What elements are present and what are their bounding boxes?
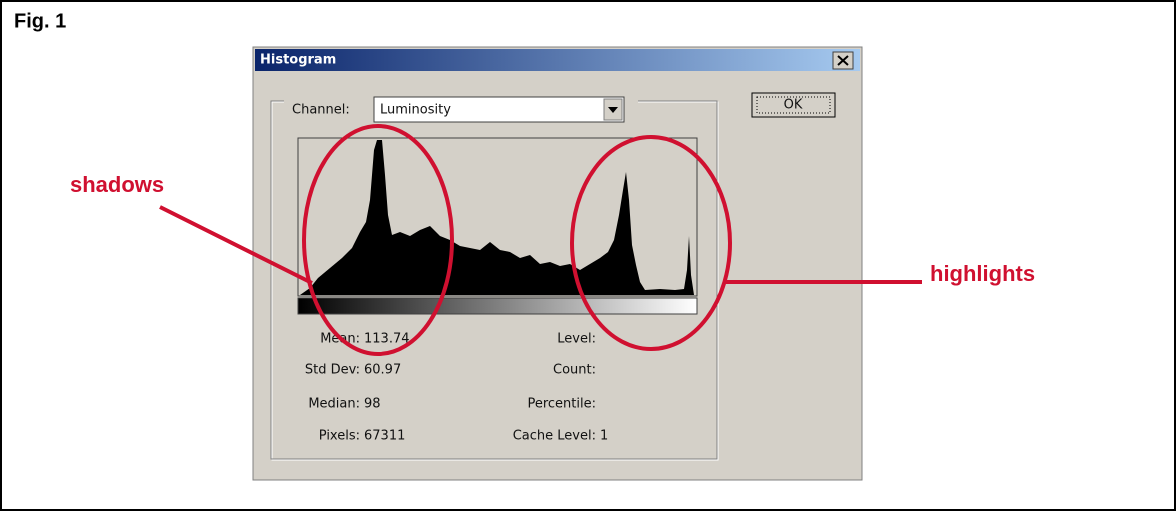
stat-value: 113.74 <box>364 332 410 347</box>
stat-label: Count: <box>553 363 596 378</box>
stat-value: 60.97 <box>364 363 401 378</box>
ok-button[interactable]: OK <box>752 93 835 117</box>
stat-label: Level: <box>557 332 596 347</box>
stat-label: Pixels: <box>319 429 360 444</box>
title-bar <box>255 49 860 71</box>
highlights-label: highlights <box>930 261 1035 286</box>
ok-label: OK <box>784 98 803 113</box>
close-button[interactable] <box>833 52 853 69</box>
shadows-label: shadows <box>70 172 164 197</box>
channel-value: Luminosity <box>380 103 451 118</box>
dialog-title: Histogram <box>260 53 336 68</box>
stat-label: Cache Level: <box>513 429 596 444</box>
channel-dropdown[interactable]: Luminosity <box>374 97 624 122</box>
stat-value: 67311 <box>364 429 405 444</box>
histogram-dialog: Histogram Channel: Luminosity OK <box>253 47 862 480</box>
stat-label: Percentile: <box>527 397 596 412</box>
figure-label: Fig. 1 <box>14 10 66 32</box>
stat-label: Std Dev: <box>305 363 360 378</box>
channel-label: Channel: <box>292 103 350 118</box>
stat-value: 98 <box>364 397 381 412</box>
stat-value: 1 <box>600 429 608 444</box>
stat-label: Median: <box>308 397 360 412</box>
gradient-bar <box>298 298 697 314</box>
page: Fig. 1 Histogram Channel: Luminosity OK … <box>0 0 1176 511</box>
